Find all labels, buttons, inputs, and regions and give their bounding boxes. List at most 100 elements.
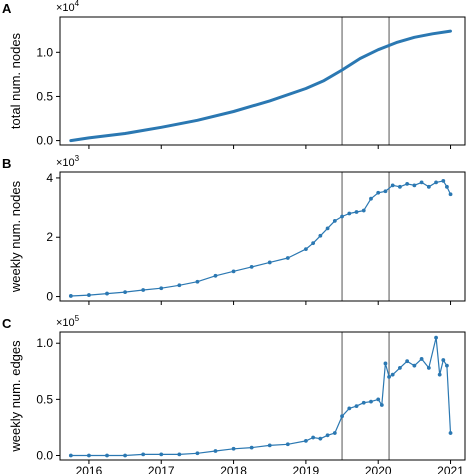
- plot-frame: [59, 331, 466, 461]
- series-line: [69, 29, 452, 143]
- y-axis-label: weekly num. edges: [8, 340, 23, 453]
- data-point: [369, 399, 373, 404]
- y-axis-label: total num. nodes: [8, 32, 23, 129]
- data-point: [347, 211, 352, 216]
- x-tick-label: 2020: [365, 464, 392, 474]
- data-point: [318, 233, 323, 238]
- y-multiplier-base: ×10: [56, 157, 75, 169]
- y-multiplier-exponent: 4: [75, 0, 80, 8]
- panel-c: C ×105 weekly num. edges 0.0 0.5 1.0 2016 2017 2…: [2, 314, 466, 474]
- data-point: [398, 366, 402, 370]
- data-point: [434, 335, 438, 340]
- y-multiplier-exponent: 5: [75, 314, 80, 323]
- data-point: [303, 439, 308, 443]
- y-tick-label: 1.0: [36, 45, 53, 59]
- data-point: [285, 442, 290, 447]
- panel-b: B ×103 weekly num. nodes 0 2 4: [2, 154, 466, 305]
- data-point: [383, 361, 388, 366]
- data-point: [390, 372, 395, 377]
- data-point: [361, 400, 366, 405]
- data-point: [159, 286, 164, 291]
- y-multiplier-label: ×105: [56, 314, 80, 329]
- y-tick-label: 0.0: [36, 134, 53, 148]
- data-point: [383, 189, 388, 194]
- data-point: [437, 372, 442, 377]
- data-point: [412, 183, 417, 188]
- y-tick-label: 0.0: [36, 449, 53, 463]
- data-point: [390, 183, 395, 188]
- data-point: [87, 293, 91, 297]
- data-point: [141, 288, 146, 292]
- data-point: [361, 208, 366, 213]
- data-point: [398, 184, 402, 189]
- panel-letter: C: [2, 316, 12, 331]
- y-tick-label: 0.5: [36, 392, 53, 406]
- data-point: [87, 453, 91, 458]
- y-multiplier-label: ×103: [56, 154, 80, 169]
- data-point: [123, 290, 127, 295]
- y-multiplier-label: ×104: [56, 0, 80, 14]
- data-point: [303, 247, 308, 252]
- x-tick-label: 2017: [148, 464, 175, 474]
- data-point: [354, 404, 359, 409]
- data-point: [448, 431, 453, 435]
- x-tick-label: 2018: [220, 464, 247, 474]
- panel-letter: A: [2, 1, 12, 16]
- data-point: [340, 214, 344, 219]
- data-point: [141, 452, 146, 457]
- data-point: [68, 453, 73, 458]
- data-point: [387, 375, 391, 379]
- data-point: [267, 443, 272, 448]
- data-point: [177, 452, 182, 457]
- data-point: [405, 359, 410, 364]
- data-point: [325, 226, 330, 231]
- panel-a: A ×104 total num. nodes 0.0 0.5 1.0: [2, 0, 466, 149]
- data-point: [213, 449, 218, 453]
- data-point: [249, 445, 254, 450]
- data-point: [311, 241, 316, 246]
- panel-letter: B: [2, 156, 11, 171]
- y-multiplier-base: ×10: [56, 317, 75, 329]
- plot-frame: [59, 171, 466, 302]
- y-tick-label: 0.5: [36, 89, 53, 103]
- data-point: [405, 181, 410, 186]
- data-point: [267, 260, 272, 265]
- y-tick-label: 1.0: [36, 336, 53, 350]
- data-point: [347, 406, 352, 411]
- data-point: [105, 291, 109, 296]
- y-tick-label: 4: [46, 171, 53, 185]
- data-point: [445, 184, 449, 189]
- data-point: [441, 178, 446, 183]
- data-point: [369, 196, 373, 201]
- data-point: [123, 453, 127, 458]
- data-point: [445, 363, 449, 368]
- data-point: [426, 366, 431, 370]
- data-point: [177, 283, 182, 288]
- y-axis-label: weekly num. nodes: [8, 180, 23, 293]
- data-point: [231, 446, 236, 451]
- data-point: [195, 451, 200, 456]
- data-point: [426, 184, 431, 189]
- data-point: [441, 358, 446, 362]
- data-point: [419, 357, 424, 361]
- series-line: [70, 337, 452, 457]
- y-multiplier-exponent: 3: [75, 154, 80, 163]
- data-point: [311, 435, 316, 440]
- data-point: [195, 279, 200, 284]
- data-point: [318, 436, 323, 441]
- data-point: [340, 414, 344, 419]
- data-point: [159, 452, 164, 457]
- series-line: [70, 180, 452, 297]
- data-point: [285, 256, 290, 260]
- data-point: [419, 180, 424, 185]
- plot-frame: [59, 16, 466, 146]
- data-point: [325, 433, 330, 438]
- y-tick-label: 2: [46, 230, 53, 244]
- data-point: [448, 192, 453, 197]
- data-point: [434, 180, 438, 185]
- x-tick-label: 2019: [293, 464, 320, 474]
- data-point: [379, 403, 384, 407]
- data-point: [412, 363, 417, 368]
- data-point: [354, 210, 359, 214]
